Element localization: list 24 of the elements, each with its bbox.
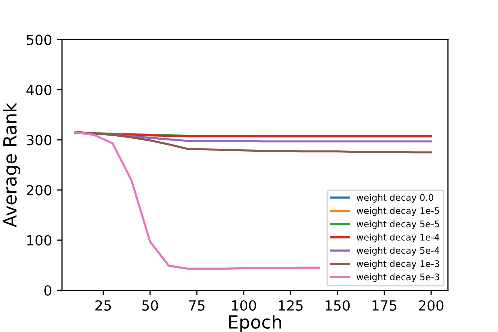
x-tick-label: 75 bbox=[189, 300, 205, 311]
y-tick-label: 0 bbox=[44, 285, 52, 296]
x-tick-label: 100 bbox=[232, 300, 256, 311]
x-tick-label: 50 bbox=[142, 300, 158, 311]
legend-label: weight decay 1e-4 bbox=[356, 234, 440, 243]
legend-label: weight decay 1e-3 bbox=[356, 260, 440, 270]
legend-label: weight decay 5e-5 bbox=[356, 220, 440, 230]
y-axis-title: Average Rank bbox=[2, 102, 20, 228]
y-tick-label: 100 bbox=[28, 235, 52, 246]
line-series bbox=[74, 132, 432, 154]
x-tick-label: 175 bbox=[372, 300, 397, 311]
line-series bbox=[74, 132, 320, 270]
y-tick-label: 200 bbox=[27, 185, 52, 196]
x-tick-label: 150 bbox=[326, 300, 350, 311]
legend-label: weight decay 1e-5 bbox=[356, 207, 440, 216]
y-tick-label: 400 bbox=[26, 84, 52, 96]
x-tick-label: 125 bbox=[279, 300, 303, 311]
x-tick-label: 25 bbox=[96, 300, 112, 311]
x-tick-label: 200 bbox=[419, 300, 444, 311]
y-tick-label: 500 bbox=[27, 34, 52, 46]
legend-label: weight decay 0.0 bbox=[356, 194, 434, 203]
legend-label: weight decay 5e-3 bbox=[356, 274, 440, 282]
legend-label: weight decay 5e-4 bbox=[356, 247, 440, 256]
y-tick-label: 300 bbox=[27, 135, 52, 146]
